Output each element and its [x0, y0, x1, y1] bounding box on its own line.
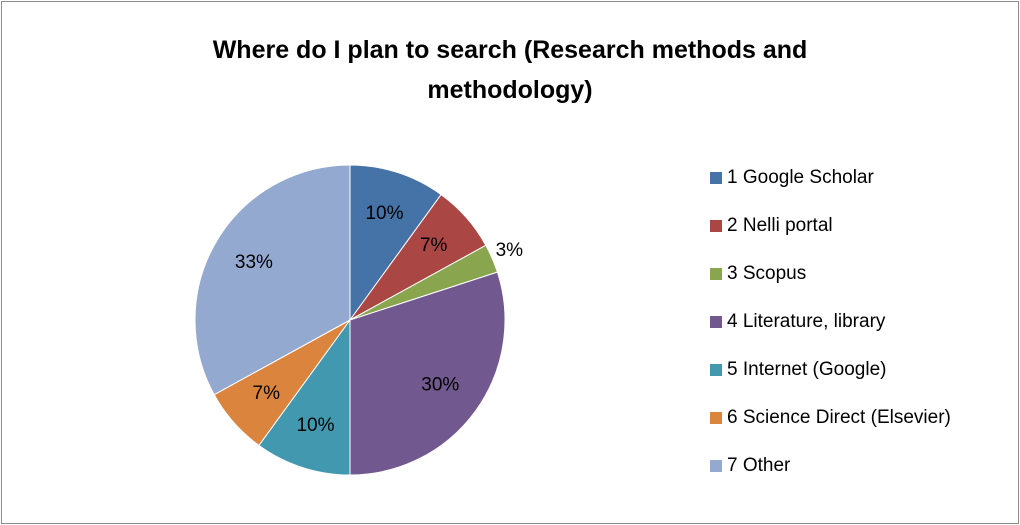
data-label: 30%	[421, 375, 459, 396]
legend-label: 7 Other	[727, 455, 791, 476]
legend-label: 3 Scopus	[727, 263, 806, 284]
legend-swatch	[710, 220, 722, 232]
legend-swatch	[710, 316, 722, 328]
chart-title: Where do I plan to search (Research meth…	[212, 36, 808, 104]
legend-label: 6 Science Direct (Elsevier)	[727, 407, 951, 428]
legend-swatch	[710, 364, 722, 376]
legend-swatch	[710, 412, 722, 424]
legend-label: 1 Google Scholar	[727, 167, 874, 188]
data-label: 10%	[365, 203, 403, 224]
pie-slice	[349, 271, 506, 476]
pie-slice	[258, 318, 351, 476]
legend-label: 2 Nelli portal	[727, 215, 833, 236]
data-label: 3%	[496, 240, 524, 261]
data-label: 7%	[253, 383, 281, 404]
legend-swatch	[710, 268, 722, 280]
data-label: 10%	[296, 415, 334, 436]
legend-swatch	[710, 172, 722, 184]
legend-label: 5 Internet (Google)	[727, 359, 886, 380]
pie-slice	[349, 164, 442, 322]
legend-swatch	[710, 460, 722, 472]
data-label: 33%	[235, 252, 273, 273]
pie-slice	[194, 164, 351, 396]
legend-label: 4 Literature, library	[727, 311, 886, 332]
data-label: 7%	[420, 235, 448, 256]
